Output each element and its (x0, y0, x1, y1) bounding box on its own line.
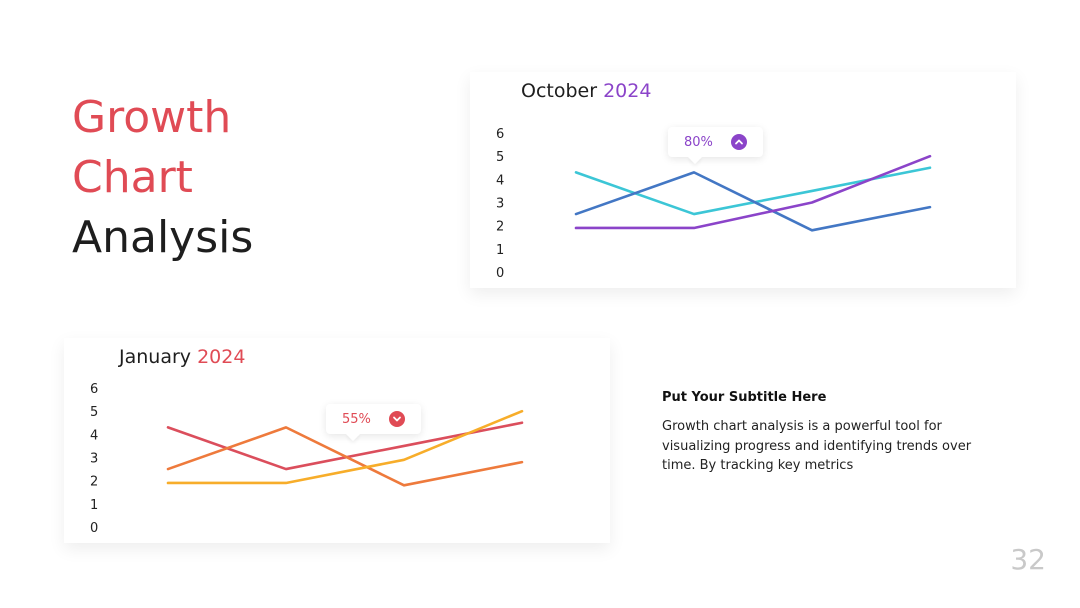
y-tick-label: 3 (90, 452, 98, 467)
y-tick-label: 4 (90, 428, 98, 443)
chevron-down-icon (388, 411, 405, 427)
october-line-chart: 0 1 2 3 4 5 6 (496, 127, 932, 281)
series-line-3 (166, 409, 524, 485)
page-number: 32 (1010, 543, 1046, 576)
content-body-text: Growth chart analysis is a powerful tool… (662, 419, 972, 473)
series-line-3 (574, 154, 932, 230)
october-chart-title-month: October (521, 80, 598, 102)
october-chart-title: October 2024 (521, 80, 651, 102)
content-subtitle: Put Your Subtitle Here (662, 390, 827, 405)
series-line-1 (574, 166, 932, 216)
y-tick-label: 0 (90, 521, 98, 536)
title-line-growth: Growth (72, 92, 232, 143)
january-chart-title-month: January (119, 346, 192, 368)
october-chart-tooltip: 80% (668, 127, 763, 157)
y-tick-label: 6 (90, 382, 98, 397)
january-chart-title-year: 2024 (197, 346, 246, 368)
y-tick-label: 1 (90, 498, 98, 513)
title-line-analysis: Analysis (72, 212, 254, 263)
october-tooltip-value: 80% (684, 134, 713, 150)
october-chart-title-year: 2024 (603, 80, 652, 102)
january-chart-card: January 2024 0 1 2 3 4 5 6 55% (64, 338, 610, 543)
october-chart-card: October 2024 0 1 2 3 4 5 6 80% (470, 72, 1016, 288)
january-line-chart: 0 1 2 3 4 5 6 (90, 382, 524, 536)
y-tick-label: 6 (496, 127, 504, 142)
y-tick-label: 5 (90, 405, 98, 420)
y-tick-label: 1 (496, 243, 504, 258)
series-line-2 (574, 171, 932, 232)
y-tick-label: 5 (496, 150, 504, 165)
series-line-2 (166, 426, 524, 487)
january-chart-tooltip: 55% (326, 404, 421, 434)
january-tooltip-value: 55% (342, 411, 371, 427)
y-tick-label: 2 (90, 475, 98, 490)
y-tick-label: 2 (496, 220, 504, 235)
slide-title: Growth Chart Analysis (72, 88, 253, 268)
january-chart-title: January 2024 (119, 346, 245, 368)
title-line-chart: Chart (72, 152, 193, 203)
y-tick-label: 4 (496, 173, 504, 188)
y-tick-label: 0 (496, 266, 504, 281)
y-tick-label: 3 (496, 197, 504, 212)
chevron-up-icon (730, 134, 747, 150)
